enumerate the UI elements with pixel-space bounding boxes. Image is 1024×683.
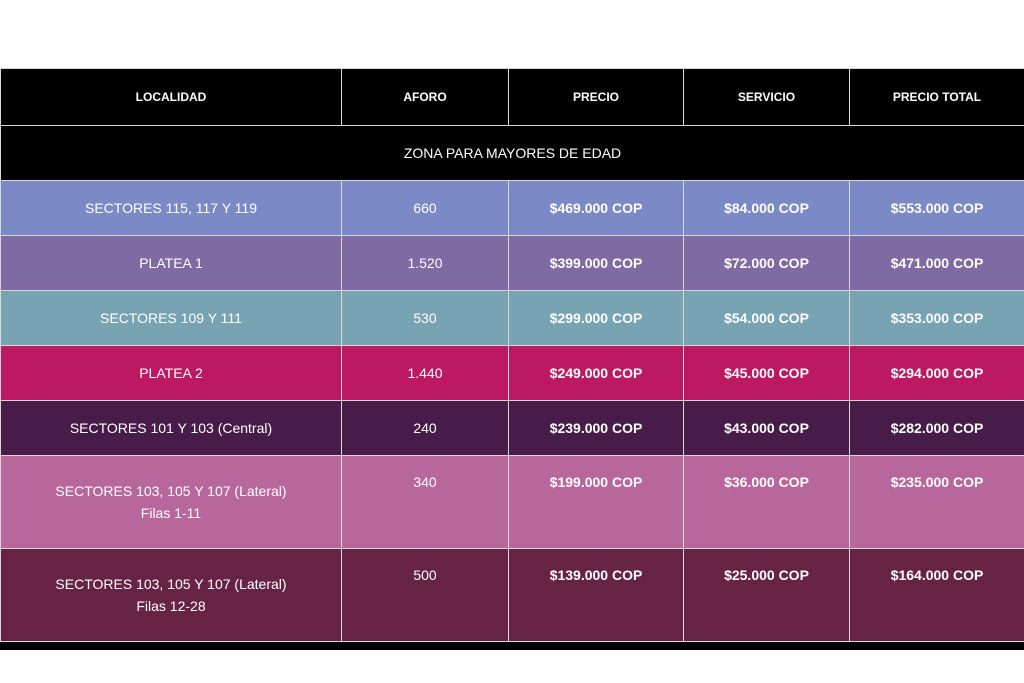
pricing-table: LOCALIDAD AFORO PRECIO SERVICIO PRECIO T… — [0, 68, 1024, 642]
cell-precio-total: $294.000 COP — [849, 345, 1024, 401]
cell-aforo: 660 — [341, 180, 509, 236]
header-precio-total: PRECIO TOTAL — [849, 68, 1024, 126]
cell-precio-total: $471.000 COP — [849, 235, 1024, 291]
cell-precio: $199.000 COP — [508, 455, 684, 549]
localidad-subline: Filas 12-28 — [136, 598, 206, 614]
cell-aforo: 1.520 — [341, 235, 509, 291]
cell-servicio: $84.000 COP — [683, 180, 850, 236]
table-row: PLATEA 1 1.520 $399.000 COP $72.000 COP … — [0, 235, 1024, 291]
table-row: PLATEA 2 1.440 $249.000 COP $45.000 COP … — [0, 345, 1024, 401]
cell-localidad: SECTORES 101 Y 103 (Central) — [0, 400, 342, 456]
cell-precio: $239.000 COP — [508, 400, 684, 456]
cell-localidad: PLATEA 2 — [0, 345, 342, 401]
localidad-subline: Filas 1-11 — [140, 505, 202, 521]
table-row: SECTORES 109 Y 111 530 $299.000 COP $54.… — [0, 290, 1024, 346]
header-servicio: SERVICIO — [683, 68, 850, 126]
cell-localidad: PLATEA 1 — [0, 235, 342, 291]
cell-precio-total: $164.000 COP — [849, 548, 1024, 642]
cell-aforo: 240 — [341, 400, 509, 456]
cell-aforo: 500 — [341, 548, 509, 642]
cell-precio: $399.000 COP — [508, 235, 684, 291]
cell-localidad: SECTORES 109 Y 111 — [0, 290, 342, 346]
header-precio: PRECIO — [508, 68, 684, 126]
cell-precio: $249.000 COP — [508, 345, 684, 401]
pricing-table-container: LOCALIDAD AFORO PRECIO SERVICIO PRECIO T… — [0, 68, 1024, 650]
cell-precio: $469.000 COP — [508, 180, 684, 236]
table-row: SECTORES 103, 105 Y 107 (Lateral) Filas 1… — [0, 548, 1024, 642]
header-localidad: LOCALIDAD — [0, 68, 342, 126]
cell-precio-total: $282.000 COP — [849, 400, 1024, 456]
cell-servicio: $45.000 COP — [683, 345, 850, 401]
cell-localidad: SECTORES 115, 117 Y 119 — [0, 180, 342, 236]
cell-localidad: SECTORES 103, 105 Y 107 (Lateral) Filas 1… — [0, 548, 342, 642]
table-row: SECTORES 103, 105 Y 107 (Lateral) Filas 1… — [0, 455, 1024, 549]
cell-precio-total: $553.000 COP — [849, 180, 1024, 236]
table-header-row: LOCALIDAD AFORO PRECIO SERVICIO PRECIO T… — [0, 68, 1024, 126]
cell-servicio: $54.000 COP — [683, 290, 850, 346]
cell-precio: $139.000 COP — [508, 548, 684, 642]
cell-precio-total: $353.000 COP — [849, 290, 1024, 346]
cell-aforo: 1.440 — [341, 345, 509, 401]
zone-title: ZONA PARA MAYORES DE EDAD — [0, 125, 1024, 181]
cell-localidad: SECTORES 103, 105 Y 107 (Lateral) Filas 1… — [0, 455, 342, 549]
cell-servicio: $72.000 COP — [683, 235, 850, 291]
cell-aforo: 340 — [341, 455, 509, 549]
cell-aforo: 530 — [341, 290, 509, 346]
zone-row: ZONA PARA MAYORES DE EDAD — [0, 125, 1024, 181]
cell-precio: $299.000 COP — [508, 290, 684, 346]
cell-precio-total: $235.000 COP — [849, 455, 1024, 549]
header-aforo: AFORO — [341, 68, 509, 126]
table-row: SECTORES 115, 117 Y 119 660 $469.000 COP… — [0, 180, 1024, 236]
cell-servicio: $36.000 COP — [683, 455, 850, 549]
table-row: SECTORES 101 Y 103 (Central) 240 $239.00… — [0, 400, 1024, 456]
cell-servicio: $43.000 COP — [683, 400, 850, 456]
cell-servicio: $25.000 COP — [683, 548, 850, 642]
